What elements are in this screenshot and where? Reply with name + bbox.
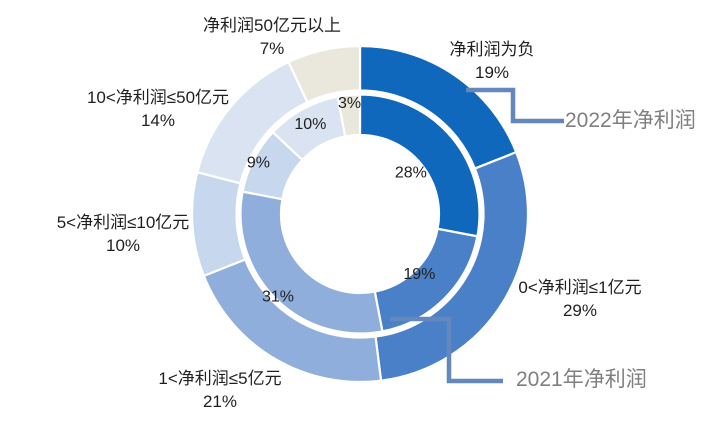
- category-pct: 29%: [562, 301, 598, 320]
- category-name: 净利润为负: [449, 40, 535, 59]
- outer-ring-segment-5: [287, 44, 362, 104]
- inner-ring-label-0: 28%: [395, 164, 427, 181]
- inner-ring-labels: 28% 19% 31% 9% 10% 3%: [247, 95, 436, 306]
- category-pct: 7%: [259, 39, 285, 58]
- callout-line-2021: [390, 316, 503, 384]
- category-label-1-5: 1<净利润≤5亿元 21%: [158, 367, 281, 413]
- category-label-0-1: 0<净利润≤1亿元 29%: [518, 276, 641, 322]
- category-pct: 14%: [140, 111, 176, 130]
- outer-ring-segment-3: [190, 171, 247, 277]
- category-name: 10<净利润≤50亿元: [86, 88, 230, 107]
- inner-ring-2021: [239, 93, 481, 335]
- category-label-10-50: 10<净利润≤50亿元 14%: [87, 86, 229, 132]
- category-pct: 10%: [105, 236, 141, 255]
- category-name: 5<净利润≤10亿元: [56, 213, 190, 232]
- inner-ring-segment-5: [336, 93, 362, 138]
- category-pct: 19%: [474, 63, 510, 82]
- inner-ring-label-1: 19%: [403, 266, 435, 283]
- category-name: 1<净利润≤5亿元: [158, 369, 282, 388]
- category-pct: 21%: [202, 392, 238, 411]
- category-name: 0<净利润≤1亿元: [518, 278, 642, 297]
- inner-ring-label-3: 9%: [247, 155, 270, 172]
- inner-ring-label-4: 10%: [294, 116, 326, 133]
- series-label-2021: 2021年净利润: [516, 368, 647, 391]
- inner-ring-segment-2: [239, 190, 384, 335]
- inner-ring-label-5: 3%: [338, 95, 361, 112]
- outer-ring-2022: [190, 44, 530, 384]
- series-label-2022: 2022年净利润: [565, 109, 696, 132]
- category-label-negative: 净利润为负 19%: [450, 38, 535, 84]
- category-name: 净利润50亿元以上: [203, 16, 341, 35]
- callout-line-2022: [466, 87, 564, 124]
- category-label-over-50: 净利润50亿元以上 7%: [203, 14, 341, 60]
- category-label-5-10: 5<净利润≤10亿元 10%: [57, 211, 190, 257]
- inner-ring-segment-0: [358, 93, 481, 238]
- inner-ring-label-2: 31%: [262, 289, 294, 306]
